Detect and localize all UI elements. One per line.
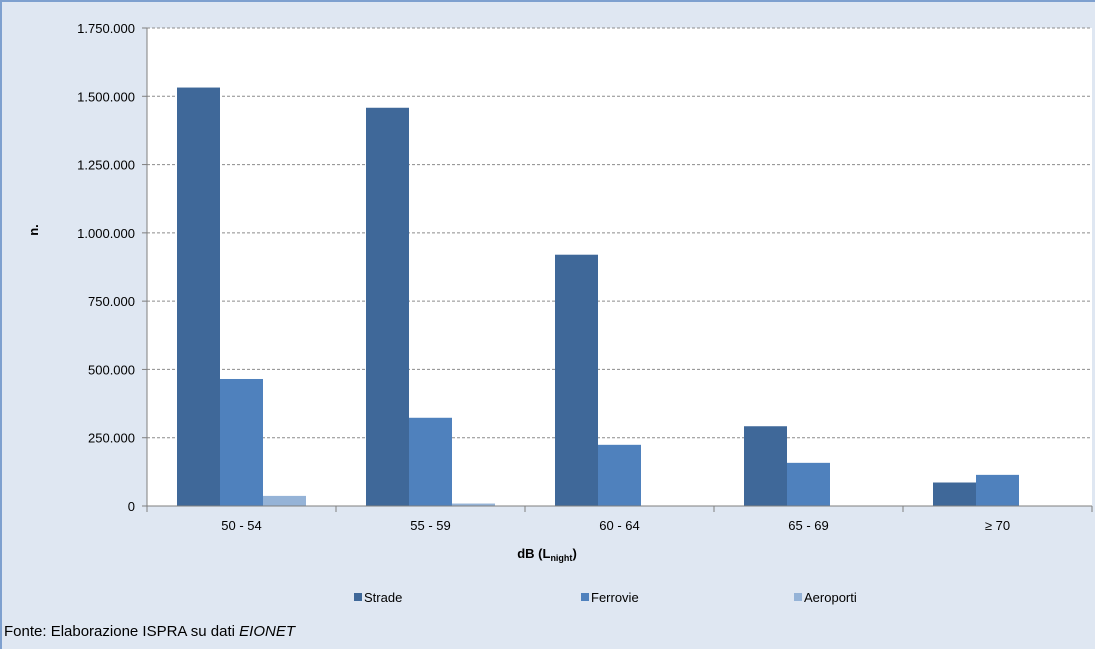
bar xyxy=(744,426,787,506)
x-tick-label: ≥ 70 xyxy=(985,518,1010,533)
y-tick-label: 1.000.000 xyxy=(77,226,135,241)
legend-swatch xyxy=(581,593,589,601)
bars xyxy=(177,87,1019,507)
gridlines xyxy=(147,27,1092,439)
legend: Strade Ferrovie Aeroporti xyxy=(354,590,857,605)
y-tick-label: 250.000 xyxy=(88,431,135,446)
x-tick-labels: 50 - 54 55 - 59 60 - 64 65 - 69 ≥ 70 xyxy=(221,518,1010,533)
y-axis-label: n. xyxy=(26,224,41,236)
legend-label: Aeroporti xyxy=(804,590,857,605)
source-note: Fonte: Elaborazione ISPRA su dati EIONET xyxy=(4,623,295,640)
bar xyxy=(452,503,495,506)
x-axis-label-subscript: night xyxy=(550,553,572,563)
bar xyxy=(598,444,641,506)
bar xyxy=(555,254,598,506)
source-prefix: Fonte: Elaborazione ISPRA su dati xyxy=(4,623,240,640)
legend-label: Ferrovie xyxy=(591,590,639,605)
y-tick-label: 1.500.000 xyxy=(77,89,135,104)
legend-swatch xyxy=(794,593,802,601)
x-axis-label: dB (Lnight) xyxy=(517,546,577,563)
bar xyxy=(177,87,220,507)
bar xyxy=(933,482,976,506)
legend-label: Strade xyxy=(364,590,402,605)
axes xyxy=(142,27,1093,512)
y-tick-label: 1.750.000 xyxy=(77,21,135,36)
x-tick-label: 55 - 59 xyxy=(410,518,450,533)
plot-area xyxy=(147,28,1092,506)
bar xyxy=(220,378,263,506)
x-tick-label: 60 - 64 xyxy=(599,518,639,533)
x-tick-label: 65 - 69 xyxy=(788,518,828,533)
bar xyxy=(366,107,409,506)
y-tick-label: 500.000 xyxy=(88,362,135,377)
y-tick-label: 1.250.000 xyxy=(77,158,135,173)
y-tick-labels: 0 250.000 500.000 750.000 1.000.000 1.250.000… xyxy=(77,21,135,514)
bar xyxy=(787,462,830,506)
x-tick-label: 50 - 54 xyxy=(221,518,261,533)
legend-swatch xyxy=(354,593,362,601)
bar xyxy=(976,474,1019,506)
x-axis-label-close: ) xyxy=(572,546,576,561)
bar xyxy=(409,417,452,506)
y-tick-label: 750.000 xyxy=(88,294,135,309)
source-emphasis: EIONET xyxy=(239,623,295,640)
bar xyxy=(263,495,306,506)
y-tick-label: 0 xyxy=(128,499,135,514)
x-axis-label-main: dB (L xyxy=(517,546,550,561)
